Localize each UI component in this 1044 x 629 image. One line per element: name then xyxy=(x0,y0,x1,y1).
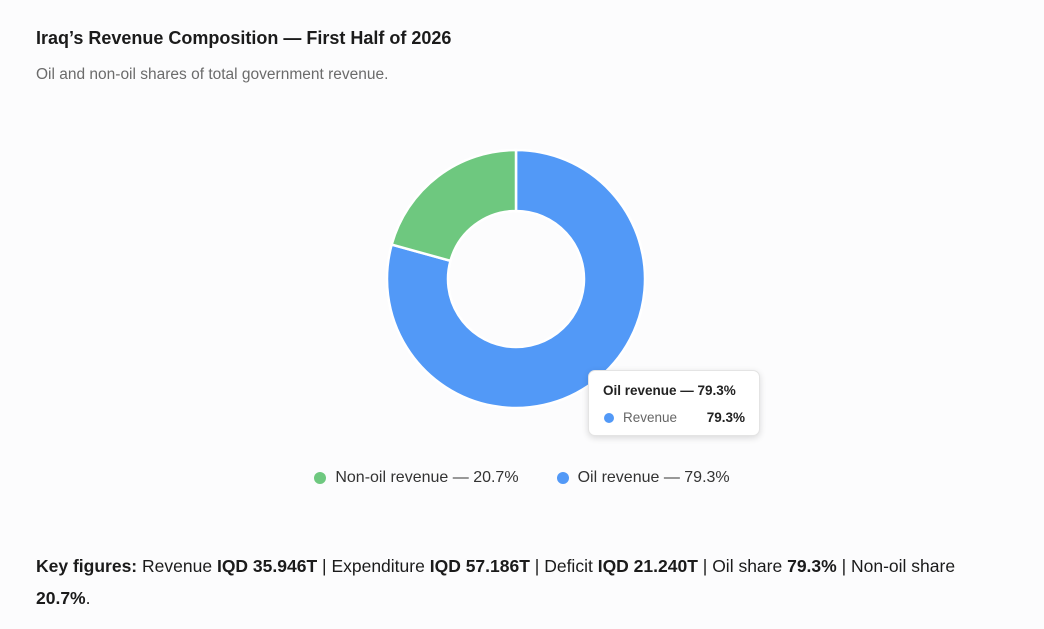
legend-item-non-oil[interactable]: Non-oil revenue — 20.7% xyxy=(314,469,518,487)
deficit-value: IQD 21.240T xyxy=(598,556,698,576)
oil-share-value: 79.3% xyxy=(787,556,837,576)
expenditure-value: IQD 57.186T xyxy=(430,556,530,576)
deficit-label: Deficit xyxy=(544,556,593,576)
chart-tooltip: Oil revenue — 79.3% Revenue 79.3% xyxy=(588,370,760,436)
chart-legend: Non-oil revenue — 20.7% Oil revenue — 79… xyxy=(0,469,1044,487)
revenue-value: IQD 35.946T xyxy=(217,556,317,576)
non-oil-share-label: Non-oil share xyxy=(851,556,955,576)
tooltip-series-dot xyxy=(604,413,614,423)
expenditure-label: Expenditure xyxy=(331,556,424,576)
tooltip-series-label: Revenue xyxy=(623,410,677,425)
legend-label-oil: Oil revenue — 79.3% xyxy=(578,469,730,487)
non-oil-share-value: 20.7% xyxy=(36,588,86,608)
tooltip-value: 79.3% xyxy=(707,410,745,425)
key-figures: Key figures: Revenue IQD 35.946T | Expen… xyxy=(36,550,996,614)
donut-slice-non-oil[interactable] xyxy=(392,150,516,261)
legend-swatch-oil xyxy=(557,472,569,484)
key-figures-lead: Key figures: xyxy=(36,556,137,576)
revenue-label: Revenue xyxy=(142,556,212,576)
oil-share-label: Oil share xyxy=(712,556,782,576)
tooltip-title: Oil revenue — 79.3% xyxy=(603,383,736,398)
legend-swatch-non-oil xyxy=(314,472,326,484)
legend-label-non-oil: Non-oil revenue — 20.7% xyxy=(335,469,518,487)
legend-item-oil[interactable]: Oil revenue — 79.3% xyxy=(557,469,730,487)
